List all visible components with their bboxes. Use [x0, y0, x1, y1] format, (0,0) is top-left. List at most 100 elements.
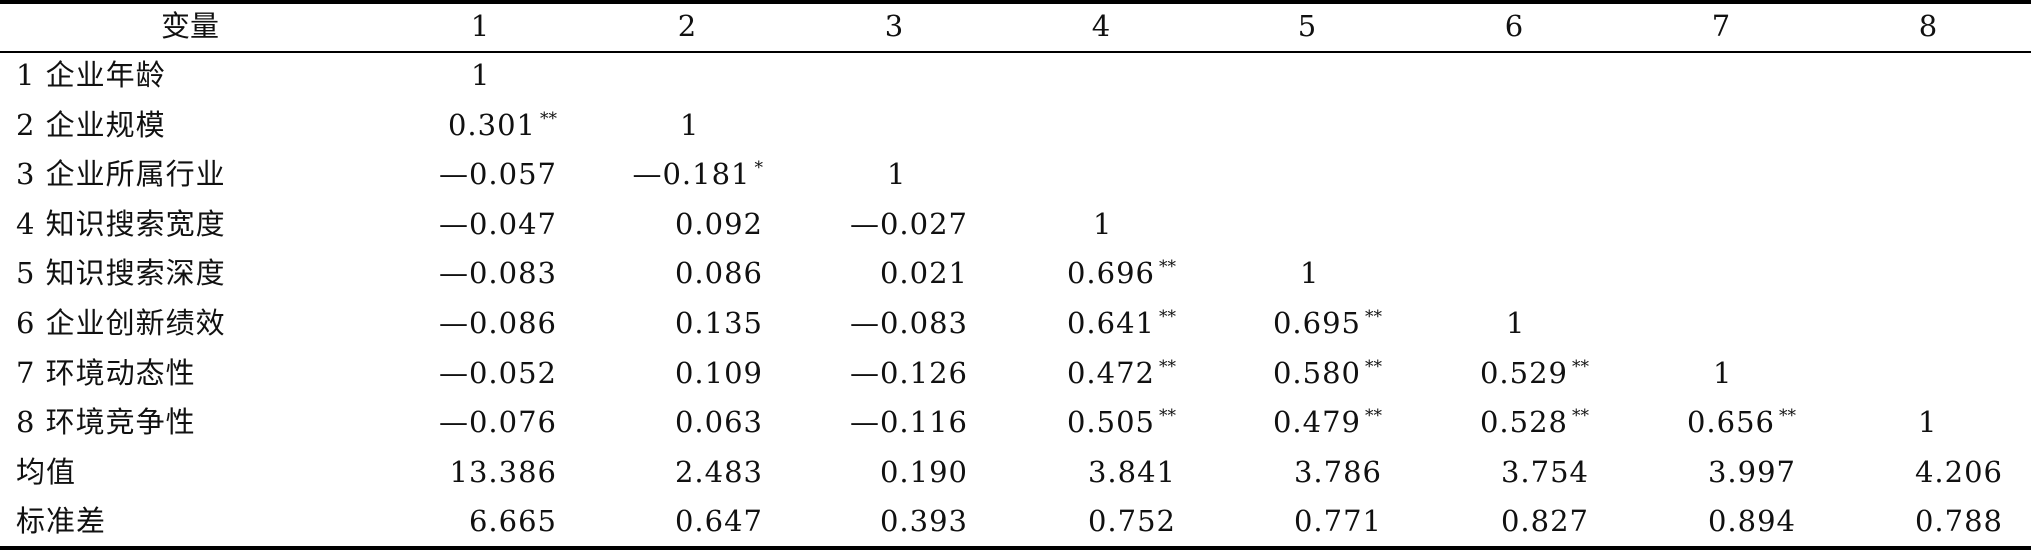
header-col-5: 5: [1297, 9, 1317, 43]
table-bottom-rule: [0, 546, 2031, 550]
cell-value: —0.052: [438, 355, 557, 390]
cell-value: 3.841: [1087, 454, 1176, 489]
row-label: 均值: [16, 454, 77, 489]
table-cell: —0.057: [439, 154, 557, 194]
row-label: 1 企业年龄: [16, 58, 166, 92]
cell-value: —0.027: [849, 206, 968, 241]
cell-value: 2.483: [674, 454, 763, 489]
table-cell: 1: [1918, 402, 1937, 442]
table-cell: —0.181 *: [632, 154, 763, 194]
cell-value: —0.057: [438, 157, 557, 192]
cell-value: 3.786: [1293, 454, 1382, 489]
table-cell: 1: [1093, 204, 1112, 244]
cell-value: 0.092: [674, 206, 763, 241]
table-cell: 0.021: [880, 253, 968, 293]
significance-marker: **: [1365, 356, 1382, 377]
table-header-rule: [0, 51, 2031, 53]
significance-marker: **: [1779, 406, 1796, 427]
cell-value: 0.647: [674, 504, 763, 539]
cell-value: 0.479: [1272, 405, 1361, 440]
significance-marker: **: [1159, 406, 1176, 427]
cell-value: 13.386: [449, 454, 557, 489]
significance-marker: **: [1572, 406, 1589, 427]
table-cell: 0.479 **: [1273, 402, 1382, 442]
table-cell: 0.393: [880, 501, 968, 541]
cell-value: —0.116: [849, 405, 968, 440]
significance-marker: **: [540, 108, 557, 129]
cell-value: 1: [1506, 306, 1526, 340]
cell-value: 0.529: [1479, 355, 1568, 390]
table-cell: —0.116: [850, 402, 968, 442]
table-cell: 0.528 **: [1480, 402, 1589, 442]
cell-value: —0.086: [438, 306, 557, 340]
row-label: 8 环境竞争性: [16, 405, 196, 440]
table-cell: 0.771: [1294, 501, 1382, 541]
cell-value: 1: [1300, 256, 1320, 291]
cell-value: 1: [1918, 405, 1938, 440]
cell-value: 1: [1093, 206, 1113, 241]
cell-value: 6.665: [468, 504, 557, 539]
row-label: 7 环境动态性: [16, 355, 196, 390]
table-cell: 3.754: [1501, 452, 1589, 492]
table-cell: 3.997: [1708, 452, 1796, 492]
row-label: 4 知识搜索宽度: [16, 206, 226, 241]
table-cell: —0.052: [439, 353, 557, 393]
table-cell: 0.580 **: [1273, 353, 1382, 393]
cell-value: —0.076: [438, 405, 557, 440]
cell-value: —0.126: [849, 355, 968, 390]
row-label: 2 企业规模: [16, 107, 166, 142]
table-cell: 3.786: [1294, 452, 1382, 492]
table-cell: —0.086: [439, 303, 557, 343]
table-cell: 1: [1300, 253, 1319, 293]
table-top-rule: [0, 0, 2031, 4]
table-cell: 0.647: [675, 501, 763, 541]
header-col-1: 1: [470, 9, 490, 43]
row-label: 3 企业所属行业: [16, 157, 226, 192]
table-cell: 0.752: [1088, 501, 1176, 541]
cell-value: 0.696: [1066, 256, 1155, 291]
cell-value: 0.505: [1066, 405, 1155, 440]
table-cell: 0.063: [675, 402, 763, 442]
significance-marker: **: [1365, 307, 1382, 327]
header-variable: 变量: [160, 9, 220, 43]
cell-value: 3.754: [1500, 454, 1589, 489]
cell-value: 0.021: [879, 256, 968, 291]
significance-marker: *: [754, 158, 764, 179]
cell-value: 0.788: [1914, 504, 2003, 539]
cell-value: —0.181: [632, 157, 751, 192]
table-cell: 0.788: [1915, 501, 2003, 541]
cell-value: 0.393: [879, 504, 968, 539]
row-label: 5 知识搜索深度: [16, 256, 226, 291]
cell-value: 0.086: [674, 256, 763, 291]
cell-value: 0.472: [1066, 355, 1155, 390]
significance-marker: **: [1572, 356, 1589, 377]
table-cell: 1: [887, 154, 906, 194]
table-cell: 0.301 **: [448, 105, 557, 145]
cell-value: 3.997: [1707, 454, 1796, 489]
table-cell: 6.665: [469, 501, 557, 541]
cell-value: 0.063: [674, 405, 763, 440]
header-col-2: 2: [677, 9, 697, 43]
significance-marker: **: [1159, 307, 1176, 327]
table-cell: 0.827: [1501, 501, 1589, 541]
table-cell: 3.841: [1088, 452, 1176, 492]
table-cell: 1: [1713, 353, 1732, 393]
table-cell: —0.083: [850, 303, 968, 343]
table-cell: 2.483: [675, 452, 763, 492]
table-cell: 0.529 **: [1480, 353, 1589, 393]
cell-value: 0.771: [1293, 504, 1382, 539]
cell-value: 0.752: [1087, 504, 1176, 539]
cell-value: —0.083: [438, 256, 557, 291]
table-cell: 0.656 **: [1687, 402, 1796, 442]
table-cell: 0.696 **: [1067, 253, 1176, 293]
cell-value: 0.656: [1686, 405, 1775, 440]
table-cell: 0.695 **: [1273, 303, 1382, 343]
cell-value: 0.301: [447, 107, 536, 142]
significance-marker: **: [1159, 356, 1176, 377]
table-cell: 0.505 **: [1067, 402, 1176, 442]
cell-value: 1: [1713, 355, 1733, 390]
header-col-8: 8: [1918, 9, 1938, 43]
row-label: 6 企业创新绩效: [16, 306, 226, 340]
table-cell: —0.027: [850, 204, 968, 244]
table-cell: 0.135: [675, 303, 763, 343]
